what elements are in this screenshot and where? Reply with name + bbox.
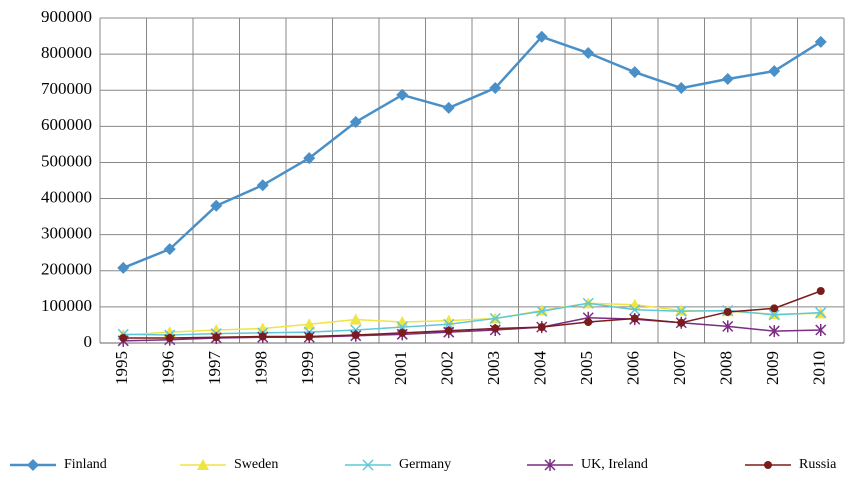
marker bbox=[722, 320, 734, 333]
y-tick-label: 100000 bbox=[41, 296, 92, 315]
marker bbox=[535, 30, 548, 43]
legend-label: Russia bbox=[799, 457, 837, 472]
series-line bbox=[122, 35, 822, 270]
x-tick-label: 1997 bbox=[205, 351, 224, 386]
marker bbox=[629, 304, 641, 316]
x-tick-label: 2004 bbox=[531, 351, 550, 386]
marker bbox=[677, 318, 686, 327]
marker bbox=[443, 318, 455, 330]
x-tick-label: 2005 bbox=[577, 351, 596, 385]
marker bbox=[362, 459, 374, 471]
marker bbox=[628, 66, 641, 79]
x-tick-label: 1996 bbox=[159, 351, 178, 385]
marker bbox=[197, 459, 209, 470]
marker bbox=[764, 461, 772, 469]
marker bbox=[303, 152, 316, 165]
legend-label: Germany bbox=[399, 457, 451, 472]
legend-label: Sweden bbox=[234, 457, 278, 472]
marker bbox=[349, 313, 362, 325]
marker bbox=[303, 318, 316, 330]
marker bbox=[723, 307, 732, 316]
marker bbox=[256, 179, 269, 192]
marker bbox=[721, 73, 734, 86]
y-tick-label: 600000 bbox=[41, 115, 92, 134]
marker bbox=[349, 116, 362, 128]
x-tick-label: 2000 bbox=[345, 351, 364, 385]
y-tick-label: 900000 bbox=[41, 7, 92, 26]
x-tick-label: 1999 bbox=[298, 351, 317, 385]
marker bbox=[768, 309, 780, 321]
legend-label: UK, Ireland bbox=[581, 457, 648, 472]
x-tick-label: 2010 bbox=[810, 351, 829, 385]
marker bbox=[815, 307, 827, 319]
marker bbox=[444, 326, 453, 335]
marker bbox=[768, 65, 781, 78]
marker bbox=[582, 47, 595, 60]
marker bbox=[442, 314, 455, 326]
marker bbox=[768, 308, 781, 320]
y-tick-label: 300000 bbox=[41, 224, 92, 243]
marker bbox=[27, 459, 39, 471]
marker bbox=[675, 305, 687, 317]
x-tick-label: 2002 bbox=[438, 351, 457, 385]
x-tick-label: 2003 bbox=[484, 351, 503, 385]
marker bbox=[675, 82, 688, 95]
marker bbox=[630, 314, 639, 323]
marker bbox=[119, 333, 128, 342]
marker bbox=[117, 261, 130, 274]
y-tick-label: 700000 bbox=[41, 79, 92, 98]
marker bbox=[165, 333, 174, 342]
y-tick-label: 500000 bbox=[41, 151, 92, 170]
legend-label: Finland bbox=[64, 457, 107, 472]
x-tick-label: 1995 bbox=[112, 351, 131, 385]
x-tick-label: 2008 bbox=[717, 351, 736, 385]
marker bbox=[770, 304, 779, 313]
marker bbox=[584, 318, 593, 327]
marker bbox=[768, 325, 780, 338]
marker bbox=[210, 199, 223, 212]
marker bbox=[816, 287, 825, 295]
marker bbox=[814, 35, 827, 48]
x-tick-label: 2001 bbox=[391, 351, 410, 385]
marker bbox=[442, 101, 455, 114]
y-tick-label: 0 bbox=[84, 332, 93, 351]
x-tick-label: 2006 bbox=[624, 351, 643, 385]
x-tick-label: 2007 bbox=[670, 351, 689, 386]
marker bbox=[489, 312, 501, 324]
marker bbox=[163, 243, 176, 256]
x-tick-label: 1998 bbox=[252, 351, 271, 385]
series-line bbox=[123, 290, 822, 339]
y-tick-label: 800000 bbox=[41, 43, 92, 62]
marker bbox=[210, 324, 223, 335]
marker bbox=[536, 305, 548, 317]
marker bbox=[537, 323, 546, 332]
marker bbox=[815, 324, 827, 336]
marker bbox=[258, 332, 267, 341]
marker bbox=[212, 333, 221, 342]
marker bbox=[489, 82, 502, 95]
marker bbox=[491, 324, 500, 333]
marker bbox=[351, 331, 360, 340]
marker bbox=[582, 297, 594, 309]
marker bbox=[675, 304, 688, 316]
y-tick-label: 400000 bbox=[41, 187, 92, 206]
series-line bbox=[123, 302, 821, 336]
marker bbox=[535, 304, 548, 316]
marker bbox=[398, 328, 407, 337]
x-tick-label: 2009 bbox=[763, 351, 782, 385]
marker bbox=[396, 88, 409, 101]
marker bbox=[544, 459, 556, 471]
marker bbox=[305, 332, 314, 341]
y-tick-label: 200000 bbox=[41, 260, 92, 279]
